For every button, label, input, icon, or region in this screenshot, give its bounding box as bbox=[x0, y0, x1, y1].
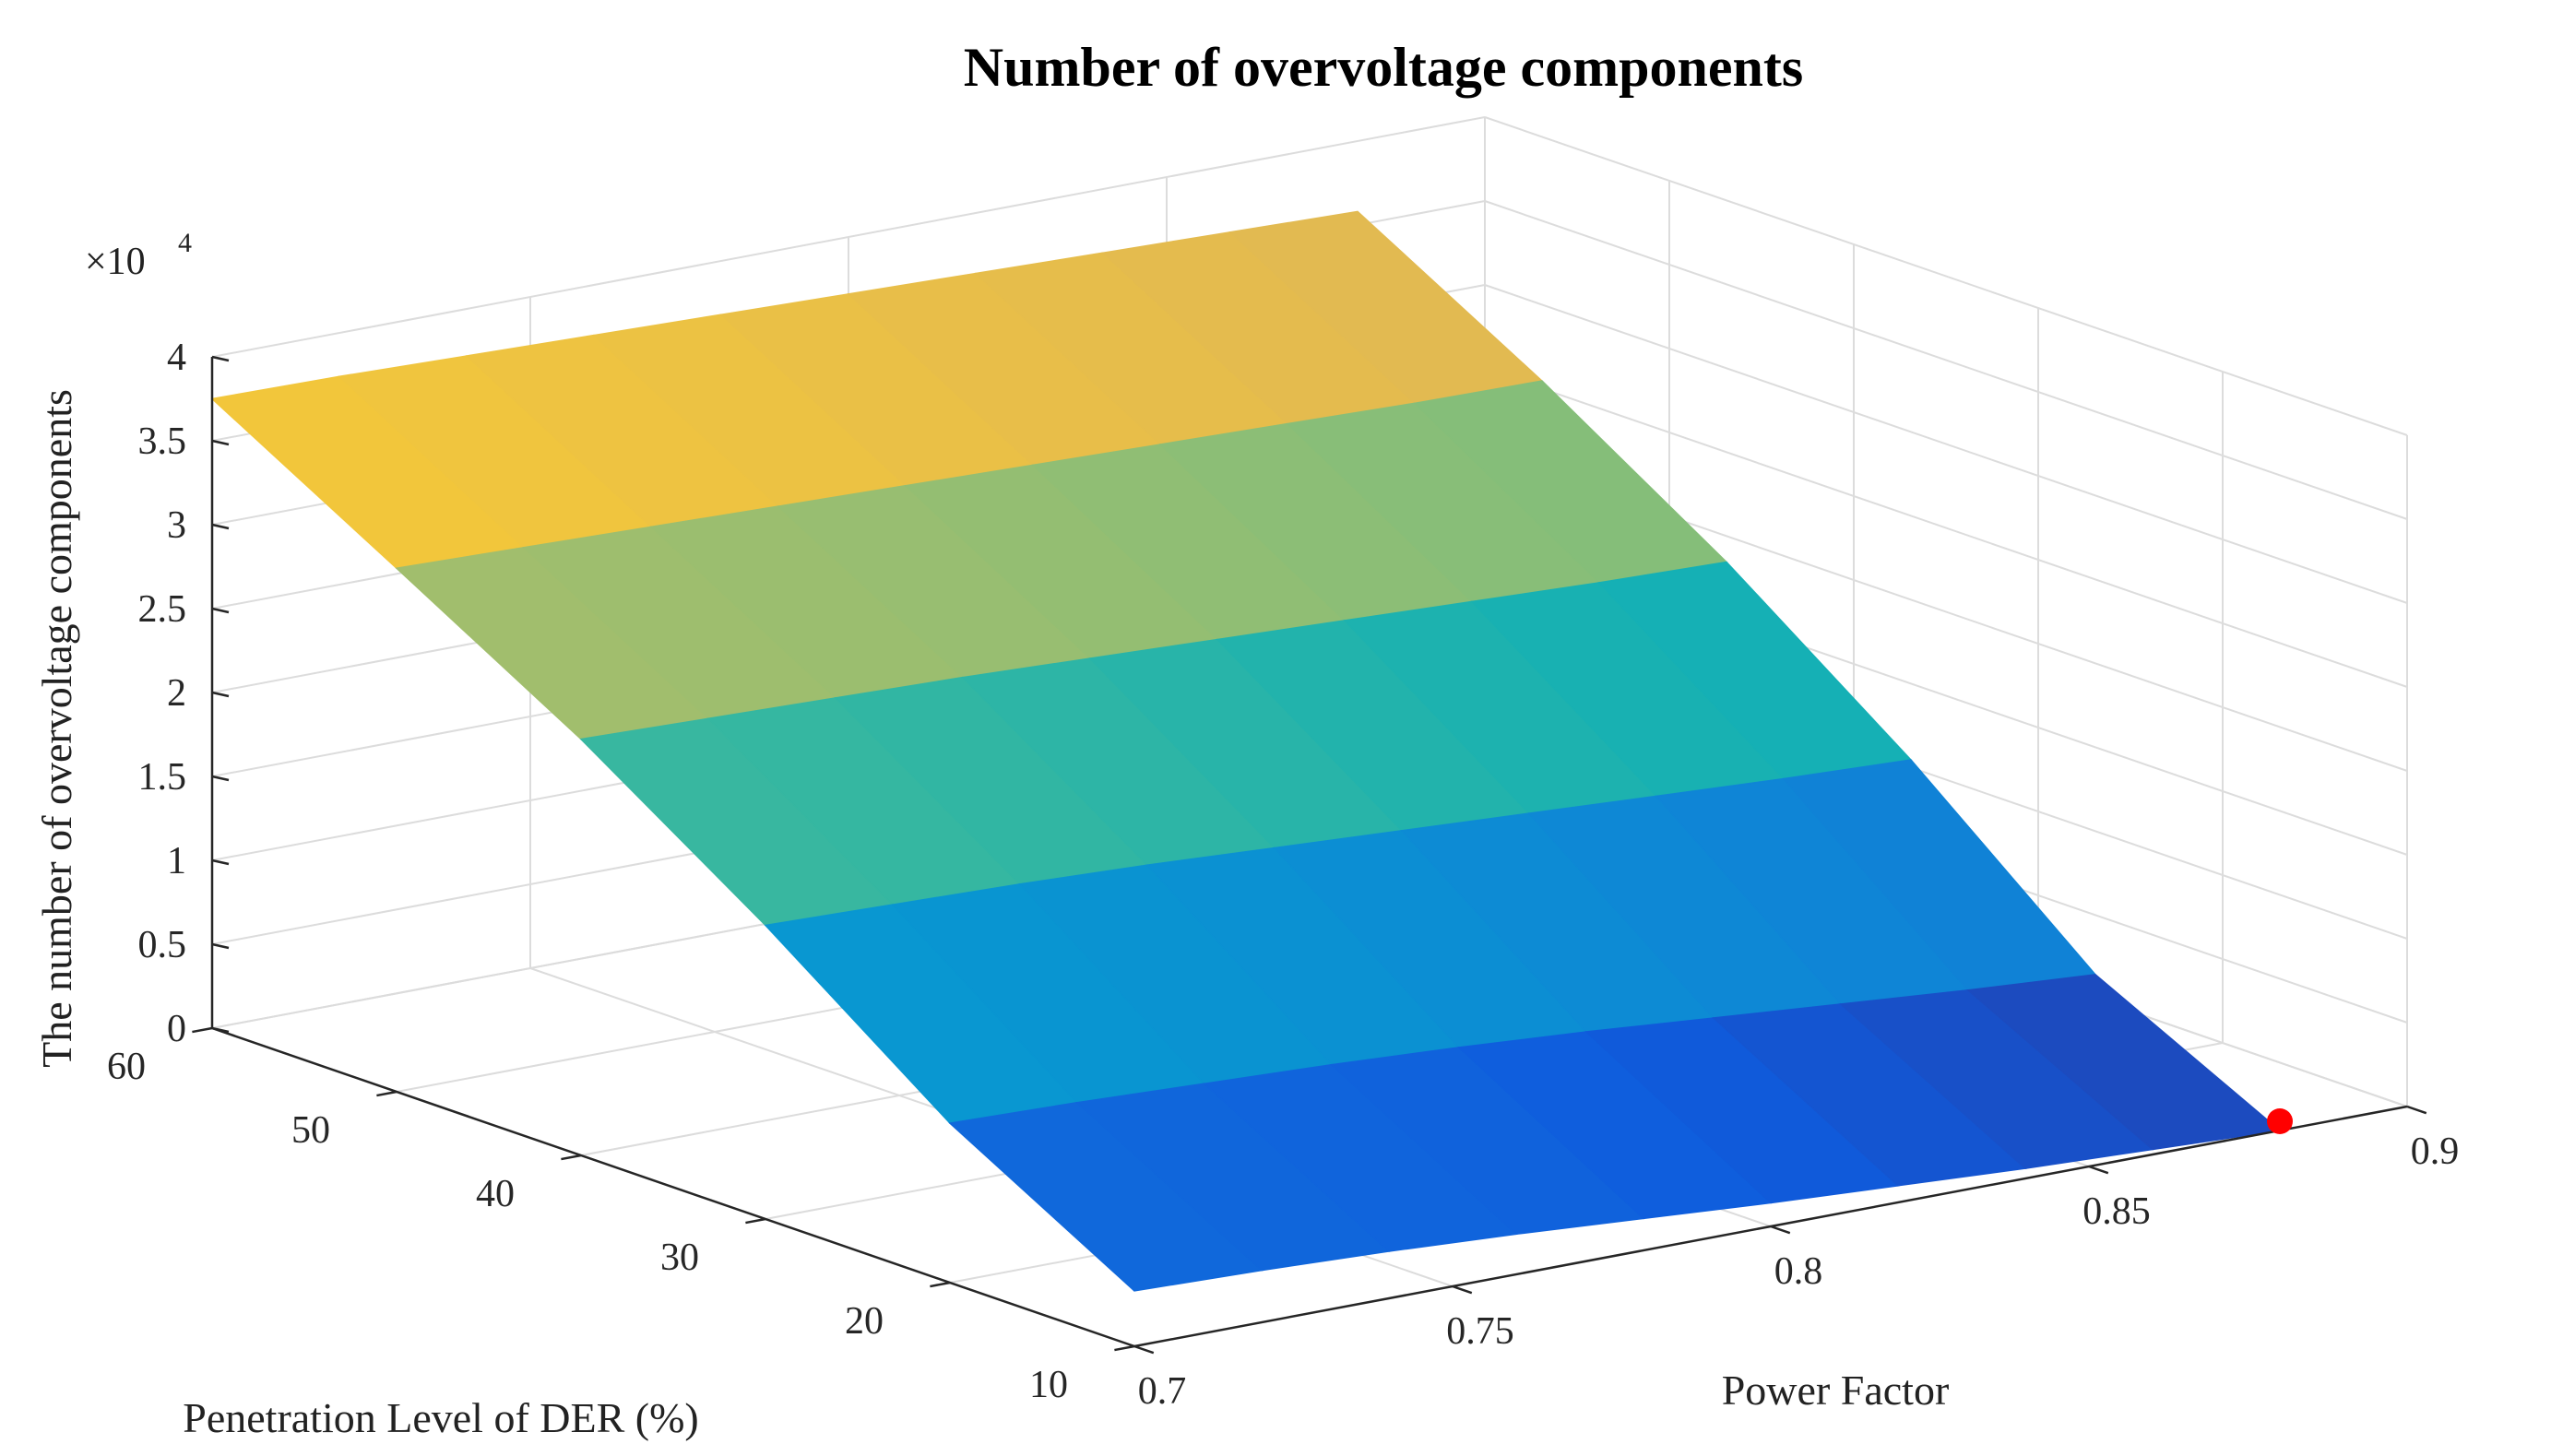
x-tick bbox=[1452, 1284, 1473, 1295]
y-tick bbox=[930, 1281, 951, 1288]
z-tick-label: 0.5 bbox=[138, 924, 187, 966]
grid-line bbox=[1484, 284, 2408, 604]
y-tick-label: 20 bbox=[845, 1300, 884, 1343]
axes bbox=[192, 355, 2427, 1355]
y-axis-label: Penetration Level of DER (%) bbox=[183, 1394, 698, 1441]
y-tick-label: 50 bbox=[291, 1109, 330, 1152]
z-axis-label: The number of overvoltage components bbox=[33, 389, 80, 1068]
y-tick-label: 60 bbox=[107, 1046, 146, 1088]
chart-title: Number of overvoltage components bbox=[964, 37, 1803, 98]
x-tick bbox=[2406, 1105, 2427, 1115]
y-tick-label: 40 bbox=[476, 1173, 515, 1215]
z-tick bbox=[211, 439, 230, 446]
z-tick bbox=[211, 775, 230, 782]
z-tick-label: 0 bbox=[167, 1008, 186, 1050]
z-tick-label: 4 bbox=[167, 337, 186, 379]
z-tick-label: 3.5 bbox=[138, 420, 187, 463]
x-tick bbox=[1133, 1344, 1155, 1355]
z-exponent-base: ×10 bbox=[85, 241, 146, 283]
z-tick bbox=[211, 523, 230, 530]
z-tick bbox=[211, 858, 230, 866]
z-tick bbox=[211, 1026, 230, 1034]
x-axis-label: Power Factor bbox=[1722, 1367, 1950, 1414]
grid-line bbox=[1484, 368, 2408, 688]
surface-patch bbox=[1966, 974, 2282, 1151]
surface-patches bbox=[210, 210, 2282, 1292]
x-tick-label: 0.7 bbox=[1138, 1370, 1187, 1413]
z-exponent-power: 4 bbox=[178, 228, 192, 258]
x-tick-label: 0.8 bbox=[1774, 1250, 1823, 1293]
x-tick-label: 0.9 bbox=[2411, 1130, 2460, 1173]
highlight-point bbox=[2267, 1108, 2293, 1134]
z-tick bbox=[211, 691, 230, 698]
grid-line bbox=[211, 116, 1486, 358]
y-tick bbox=[561, 1154, 582, 1161]
x-tick bbox=[1770, 1225, 1791, 1235]
z-tick bbox=[211, 607, 230, 614]
grid-line bbox=[1484, 200, 2408, 520]
tick-labels: 0.7 0.75 0.8 0.85 0.9 10 20 30 40 50 60 0 0.5 1 1.5 2 2.… bbox=[107, 337, 2459, 1413]
x-tick-label: 0.85 bbox=[2082, 1190, 2151, 1233]
z-tick-label: 1.5 bbox=[138, 756, 187, 799]
z-tick bbox=[211, 942, 230, 950]
z-tick-label: 2.5 bbox=[138, 588, 187, 631]
z-tick-label: 3 bbox=[167, 504, 186, 547]
x-tick-label: 0.75 bbox=[1446, 1310, 1514, 1353]
z-tick-label: 1 bbox=[167, 840, 186, 882]
y-tick-label: 10 bbox=[1029, 1364, 1068, 1406]
z-tick-label: 2 bbox=[167, 672, 186, 715]
y-tick-label: 30 bbox=[660, 1237, 699, 1279]
y-tick bbox=[376, 1090, 397, 1097]
x-tick bbox=[2088, 1165, 2109, 1175]
y-tick bbox=[1114, 1344, 1135, 1352]
y-tick bbox=[192, 1026, 213, 1034]
y-axis-line bbox=[211, 1026, 1135, 1348]
z-tick bbox=[211, 355, 230, 362]
y-tick bbox=[745, 1217, 766, 1225]
grid-line bbox=[1484, 116, 2408, 436]
